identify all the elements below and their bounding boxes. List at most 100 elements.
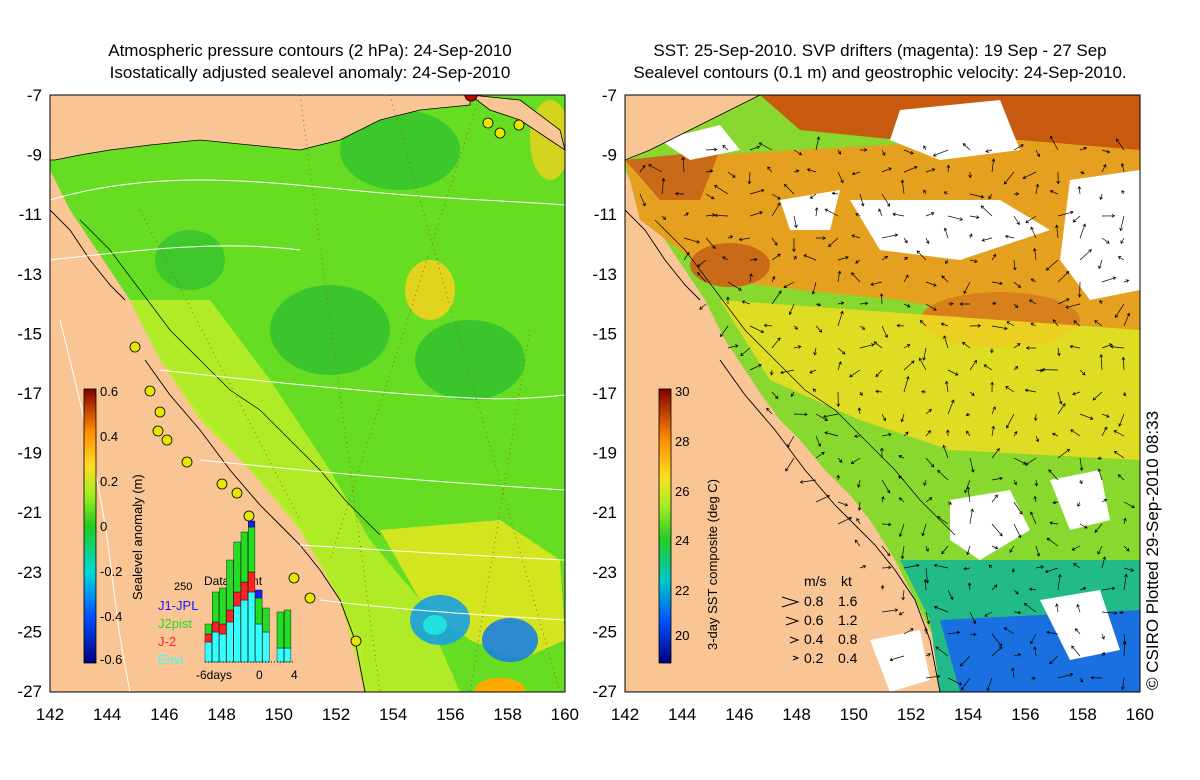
velocity-arrow [771, 237, 778, 246]
velocity-arrow [771, 202, 781, 217]
velocity-arrow [990, 347, 994, 354]
y-tick-label: -21 [592, 503, 617, 522]
velocity-arrow [873, 341, 883, 349]
velocity-arrow [1011, 667, 1015, 679]
x-tick-label: 156 [1011, 705, 1039, 724]
velocity-arrow [916, 250, 927, 261]
velocity-arrow [990, 381, 995, 393]
left-reef-edge [79, 219, 381, 536]
velocity-arrow [859, 148, 868, 152]
velocity-arrow [1123, 573, 1128, 591]
right-map [625, 95, 1140, 692]
velocity-arrow [1052, 500, 1059, 505]
velocity-arrow [946, 164, 951, 173]
y-tick-label: -7 [27, 86, 42, 105]
velocity-arrow [1033, 646, 1037, 657]
velocity-arrow [1079, 223, 1087, 239]
velocity-arrow [966, 545, 971, 556]
velocity-arrow [815, 435, 822, 447]
right-colorbar-tick: 30 [675, 384, 689, 399]
velocity-arrow [881, 479, 891, 494]
left-colorbar-tick: -0.2 [100, 564, 122, 579]
velocity-arrow [859, 343, 875, 349]
velocity-arrow [1120, 237, 1125, 244]
left-anomaly-low [423, 615, 447, 635]
velocity-arrow [1101, 343, 1113, 349]
velocity-arrow [815, 451, 825, 459]
velocity-arrow [1113, 430, 1125, 437]
velocity-arrow [943, 191, 949, 195]
velocity-arrow [1072, 215, 1081, 223]
inset-legend-j2pist: J2pist [158, 616, 192, 631]
velocity-arrow [1117, 474, 1125, 481]
y-tick-label: -9 [27, 146, 42, 165]
velocity-arrow [1070, 429, 1081, 437]
velocity-arrow [1033, 413, 1038, 422]
velocity-arrow [851, 234, 861, 239]
right-reef-edge [654, 219, 956, 536]
velocity-arrow [947, 630, 961, 635]
velocity-arrow [1006, 321, 1015, 327]
y-tick-label: -23 [592, 563, 617, 582]
velocity-arrow [923, 145, 927, 151]
right-colorbar-tick: 28 [675, 434, 689, 449]
velocity-arrow [881, 545, 891, 557]
velocity-arrow [875, 369, 883, 378]
velocity-arrow [837, 457, 843, 463]
velocity-arrow [856, 517, 861, 525]
y-tick-label: -27 [17, 682, 42, 701]
velocity-arrow [991, 301, 997, 306]
velocity-arrow [1011, 567, 1016, 573]
velocity-arrow [1033, 247, 1037, 261]
velocity-arrow [892, 212, 905, 217]
left-satellite-tracks [139, 95, 561, 692]
velocity-arrow [903, 628, 914, 635]
velocity-arrow [1121, 677, 1125, 691]
velocity-arrow [1006, 413, 1015, 429]
velocity-arrow [969, 215, 980, 219]
x-tick-label: 156 [436, 705, 464, 724]
velocity-arrow [1005, 386, 1015, 393]
velocity-arrow [1035, 149, 1040, 158]
inset-bar [255, 597, 263, 625]
velocity-arrow [991, 158, 996, 173]
y-tick-label: -21 [17, 503, 42, 522]
velocity-arrow [803, 254, 817, 261]
right-panel-title: SST: 25-Sep-2010. SVP drifters (magenta)… [590, 40, 1170, 84]
velocity-arrow [824, 208, 839, 217]
velocity-arrow [1092, 391, 1103, 401]
velocity-arrow [1013, 215, 1020, 226]
velocity-arrow [1123, 517, 1127, 525]
velocity-arrow [806, 168, 817, 173]
y-tick-label: -13 [17, 265, 42, 284]
left-anomaly-yellowgreen [130, 300, 460, 692]
x-tick-label: 160 [1126, 705, 1154, 724]
velocity-arrow [947, 302, 954, 306]
velocity-arrow [981, 237, 993, 242]
velocity-arrow [1122, 640, 1127, 657]
velocity-arrow [900, 179, 905, 195]
velocity-arrow [896, 323, 905, 328]
velocity-arrow [898, 497, 905, 503]
inset-legend-j2: J-2 [158, 634, 176, 649]
velocity-arrow [1119, 610, 1125, 615]
inset-bar [255, 589, 263, 599]
velocity-arrow [1123, 567, 1135, 572]
inset-bar [226, 609, 234, 623]
inset-bar [240, 531, 248, 583]
velocity-arrow [836, 391, 841, 408]
velocity-arrow [1101, 149, 1111, 154]
inset-bar [262, 607, 270, 633]
velocity-arrow [903, 563, 920, 569]
velocity-arrow [1057, 448, 1071, 459]
velocity-arrow [1123, 279, 1130, 283]
velocity-arrow [1013, 366, 1019, 371]
velocity-arrow [991, 633, 1002, 647]
velocity-arrow [850, 457, 861, 464]
velocity-arrow [878, 208, 883, 217]
velocity-arrow [1123, 545, 1130, 552]
velocity-arrow [859, 391, 863, 396]
left-colorbar-ticks: 0.6 0.4 0.2 0 -0.2 -0.4 -0.6 [100, 384, 122, 667]
velocity-arrow [837, 255, 849, 261]
inset-bar [233, 541, 241, 593]
